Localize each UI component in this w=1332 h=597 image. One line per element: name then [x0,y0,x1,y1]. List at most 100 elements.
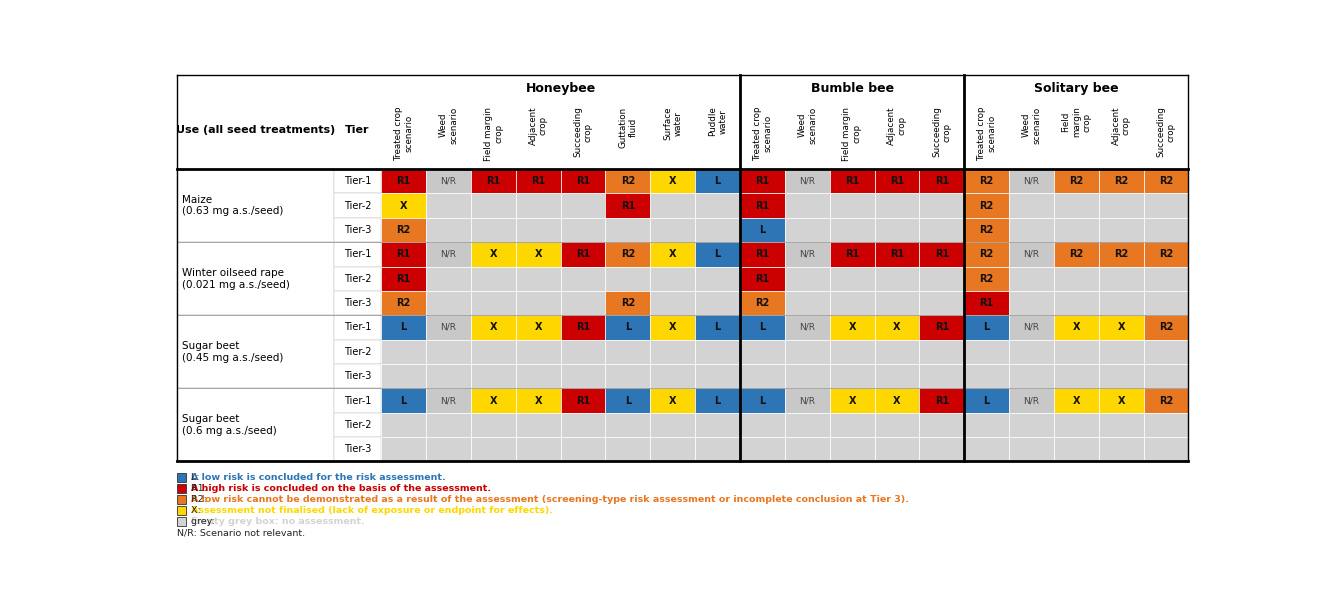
Text: R1: R1 [935,250,948,259]
Text: R1: R1 [531,176,545,186]
Text: Tier-1: Tier-1 [344,176,372,186]
Bar [381,413,426,437]
Bar [1010,437,1054,461]
Bar [650,266,695,291]
Text: N/R: N/R [1023,396,1039,405]
Bar [515,315,561,340]
Bar [515,413,561,437]
Bar [919,413,964,437]
Text: Field margin
crop: Field margin crop [484,107,503,161]
Text: L: L [983,396,990,405]
Bar [381,315,426,340]
Bar [334,413,381,437]
Bar [741,169,785,193]
Bar [919,242,964,266]
Bar [472,315,515,340]
Bar [964,266,1010,291]
Bar [830,266,875,291]
Bar [919,364,964,389]
Bar [1010,101,1054,169]
Bar [785,340,830,364]
Text: Tier-3: Tier-3 [344,371,372,381]
Bar [1054,291,1099,315]
Bar [606,169,650,193]
Bar [1054,169,1099,193]
Text: R2: R2 [397,225,410,235]
Bar [1054,413,1099,437]
Bar [1099,389,1144,413]
Text: Bumble bee: Bumble bee [811,82,894,95]
Bar [695,193,741,218]
Bar [875,169,919,193]
Text: Tier-2: Tier-2 [344,420,372,430]
Text: Tier-3: Tier-3 [344,298,372,308]
Bar [785,291,830,315]
Bar [334,101,381,169]
Bar [875,364,919,389]
Text: R2: R2 [1070,250,1083,259]
Bar [177,484,186,493]
Bar [381,389,426,413]
Text: X: X [490,322,497,333]
Bar [561,364,606,389]
Bar [381,437,426,461]
Bar [1054,193,1099,218]
Text: R1: R1 [890,176,904,186]
Bar [561,242,606,266]
Bar [1054,218,1099,242]
Text: R1: R1 [890,250,904,259]
Text: X: X [894,396,900,405]
Text: Tier-2: Tier-2 [344,201,372,211]
Bar [381,218,426,242]
Text: R2: R2 [1114,176,1128,186]
Bar [1010,389,1054,413]
Bar [964,242,1010,266]
Bar [1054,389,1099,413]
Bar [695,437,741,461]
Text: X: X [490,396,497,405]
Text: X: X [1118,396,1126,405]
Bar [426,315,472,340]
Bar [515,101,561,169]
Text: L: L [759,225,766,235]
Text: R2: R2 [755,298,770,308]
Text: R2: R2 [1159,322,1173,333]
Bar [334,291,381,315]
Bar [785,193,830,218]
Text: R1: R1 [575,322,590,333]
Bar [785,266,830,291]
Bar [606,389,650,413]
Bar [381,340,426,364]
Text: X: X [1072,396,1080,405]
Text: R2: R2 [1159,250,1173,259]
Text: R1: R1 [755,274,770,284]
Bar [875,437,919,461]
Text: Adjacent
crop: Adjacent crop [887,107,907,145]
Text: X: X [669,250,677,259]
Bar [741,218,785,242]
Text: R2: R2 [1159,396,1173,405]
Bar [472,413,515,437]
Bar [650,437,695,461]
Text: Tier-1: Tier-1 [344,322,372,333]
Bar [515,266,561,291]
Bar [875,315,919,340]
Text: N/R: N/R [441,177,457,186]
Text: L: L [983,322,990,333]
Bar [741,193,785,218]
Bar [472,291,515,315]
Bar [515,169,561,193]
Bar [650,291,695,315]
Bar [1144,340,1188,364]
Bar [426,364,472,389]
Bar [650,340,695,364]
Bar [830,242,875,266]
Bar [695,242,741,266]
Bar [695,340,741,364]
Bar [1099,315,1144,340]
Bar [919,193,964,218]
Text: N/R: N/R [799,177,815,186]
Bar [741,437,785,461]
Text: R1:: R1: [192,484,210,493]
Bar [561,193,606,218]
